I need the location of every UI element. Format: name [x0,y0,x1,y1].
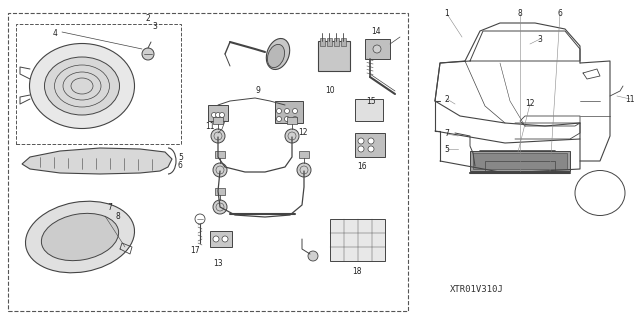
Circle shape [213,163,227,177]
Circle shape [211,113,216,117]
Bar [299,151,309,158]
Text: 4: 4 [52,29,58,38]
Text: 2: 2 [146,14,150,23]
Bar [8,13,408,311]
Circle shape [215,132,221,138]
Bar [355,99,383,121]
Ellipse shape [266,39,290,70]
Text: 18: 18 [352,267,362,276]
Text: 6: 6 [557,10,563,19]
Circle shape [285,116,289,122]
Circle shape [358,138,364,144]
Bar [355,133,385,157]
Bar [287,117,297,124]
Circle shape [276,116,282,122]
Bar [473,153,567,169]
Circle shape [358,146,364,152]
Bar [208,105,228,121]
Bar [341,38,346,46]
Text: 1: 1 [445,10,449,19]
Circle shape [373,45,381,53]
Polygon shape [22,148,172,174]
Bar [327,38,332,46]
Circle shape [142,48,154,60]
Text: 17: 17 [190,246,200,255]
Text: 5: 5 [445,145,449,153]
Circle shape [297,163,311,177]
Circle shape [368,146,374,152]
Bar [215,151,225,158]
Bar [320,38,325,46]
Ellipse shape [45,57,120,115]
Circle shape [292,116,298,122]
Text: 11: 11 [625,94,635,103]
Text: 12: 12 [525,100,535,108]
Text: 6: 6 [178,160,183,169]
Bar [334,38,339,46]
Circle shape [285,129,299,143]
Text: 3: 3 [152,22,157,31]
Text: 2: 2 [445,94,449,103]
Bar [318,41,350,71]
Bar [215,188,225,195]
Text: 10: 10 [325,86,335,95]
Text: 8: 8 [116,212,120,221]
Text: 3: 3 [538,34,543,43]
Circle shape [368,138,374,144]
Text: 13: 13 [213,259,223,268]
Bar [213,117,223,124]
Circle shape [213,200,227,214]
Bar [16,24,181,144]
Circle shape [211,129,225,143]
Text: 16: 16 [357,162,367,171]
Bar [365,39,390,59]
Bar [470,151,570,171]
Text: 15: 15 [366,97,376,106]
Bar [210,231,232,247]
Text: 14: 14 [371,27,381,36]
Text: 11: 11 [205,122,215,131]
Text: 5: 5 [178,152,183,161]
Circle shape [285,108,289,114]
Ellipse shape [42,213,118,261]
Circle shape [222,236,228,242]
Text: XTR01V310J: XTR01V310J [450,285,504,294]
Circle shape [220,113,225,117]
Text: 7: 7 [108,203,113,212]
Bar [330,219,385,261]
Ellipse shape [29,43,134,129]
Text: 12: 12 [298,128,307,137]
Circle shape [292,108,298,114]
Bar [275,101,303,123]
Circle shape [276,108,282,114]
Text: 8: 8 [518,10,522,19]
Circle shape [216,113,221,117]
Circle shape [308,251,318,261]
Text: 9: 9 [255,86,260,95]
Text: 7: 7 [445,130,449,138]
Circle shape [213,236,219,242]
Ellipse shape [26,201,134,273]
Circle shape [195,214,205,224]
Ellipse shape [268,44,285,68]
